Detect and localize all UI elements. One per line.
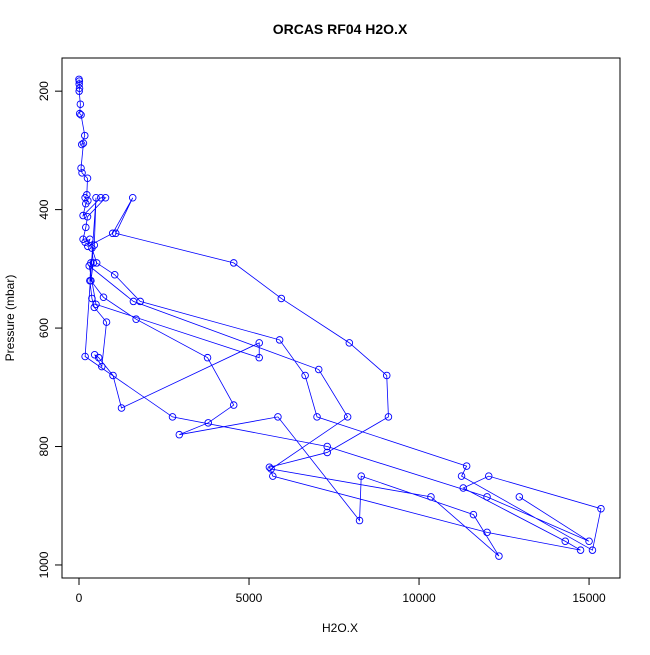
data-point — [267, 465, 275, 473]
data-point — [82, 223, 90, 232]
x-tick-label: 15000 — [572, 591, 606, 605]
data-point — [323, 448, 331, 457]
data-point — [102, 318, 111, 326]
data-point — [110, 271, 119, 279]
data-point — [75, 87, 83, 95]
data-point — [382, 371, 391, 380]
data-point — [77, 140, 86, 149]
data-point — [585, 537, 593, 546]
y-tick-label: 400 — [37, 199, 51, 219]
data-point — [79, 139, 88, 148]
x-axis-label: H2O.X — [322, 621, 358, 635]
data-point — [313, 413, 321, 421]
data-point — [357, 472, 365, 480]
data-point — [462, 462, 471, 470]
data-point — [117, 404, 126, 412]
data-point — [314, 365, 323, 374]
data-point — [75, 109, 84, 118]
data-point — [269, 472, 277, 480]
y-axis-label: Pressure (mbar) — [3, 275, 17, 362]
data-point — [427, 493, 435, 501]
data-point — [77, 111, 85, 119]
data-point — [98, 362, 106, 371]
data-point — [345, 339, 354, 347]
data-point — [597, 504, 605, 513]
x-tick-label: 10000 — [402, 591, 436, 605]
data-point — [483, 528, 491, 537]
data-line — [78, 79, 602, 557]
data-point — [384, 413, 393, 421]
data-point — [101, 194, 110, 202]
data-point — [82, 199, 90, 208]
data-point — [92, 259, 101, 267]
data-point — [588, 546, 597, 554]
data-point — [274, 413, 282, 421]
y-tick-label: 800 — [37, 436, 51, 456]
data-point — [90, 303, 99, 312]
data-point — [469, 510, 478, 519]
data-point — [83, 212, 92, 221]
data-point — [81, 131, 89, 140]
data-point — [515, 493, 524, 501]
data-point — [97, 194, 105, 202]
data-point — [88, 294, 96, 303]
x-tick-label: 5000 — [236, 591, 263, 605]
data-point — [484, 472, 493, 480]
data-point — [87, 259, 95, 267]
data-point — [86, 276, 94, 285]
data-point — [301, 371, 309, 380]
data-point — [83, 174, 92, 182]
y-tick-label: 600 — [37, 318, 51, 338]
y-tick-label: 1000 — [37, 551, 51, 578]
data-point — [203, 353, 212, 362]
data-point — [275, 336, 284, 344]
data-point — [78, 169, 86, 177]
data-point — [459, 484, 467, 492]
data-point — [132, 315, 140, 323]
data-point — [129, 297, 138, 306]
data-point — [168, 413, 177, 421]
data-point — [81, 352, 89, 361]
data-point — [355, 516, 364, 525]
data-point — [255, 339, 263, 347]
data-point — [457, 472, 466, 480]
data-point — [229, 401, 238, 409]
data-point — [75, 84, 84, 92]
data-point — [75, 77, 84, 85]
data-point — [483, 493, 491, 501]
data-point — [79, 211, 87, 220]
data-point — [90, 241, 99, 249]
plot-frame — [61, 57, 621, 579]
data-point — [343, 413, 352, 421]
data-point — [277, 294, 286, 303]
chart-title: ORCAS RF04 H2O.X — [273, 21, 408, 37]
data-point — [90, 350, 99, 359]
data-point — [175, 430, 184, 439]
data-point — [229, 259, 238, 267]
y-tick-label: 200 — [37, 81, 51, 101]
data-point — [77, 164, 85, 172]
data-point — [323, 442, 331, 451]
data-point — [92, 194, 100, 202]
data-point — [75, 80, 83, 88]
data-point — [204, 419, 212, 427]
data-point — [108, 229, 117, 238]
data-point — [86, 235, 94, 243]
data-point — [576, 546, 585, 554]
data-point — [76, 100, 85, 108]
x-tick-label: 0 — [76, 591, 83, 605]
data-point — [128, 194, 137, 202]
data-point — [255, 353, 263, 362]
data-point — [561, 537, 570, 546]
data-point — [265, 463, 274, 471]
data-point — [109, 371, 117, 380]
data-point — [99, 293, 108, 302]
data-point — [111, 229, 120, 238]
data-point — [495, 552, 503, 560]
